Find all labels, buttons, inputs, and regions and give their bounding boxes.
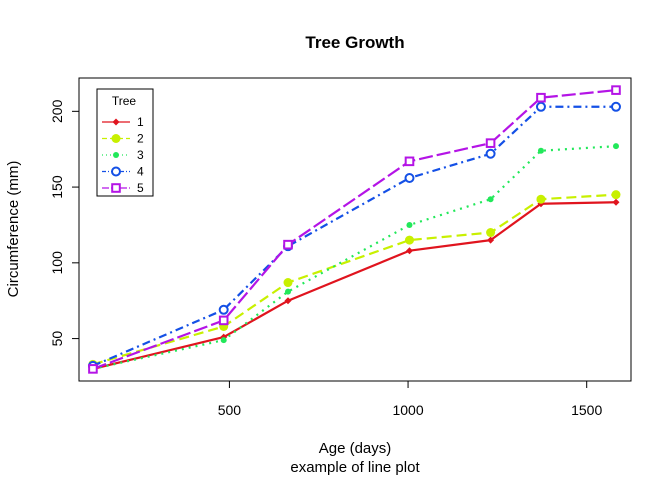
y-tick-label: 200 [49,99,65,123]
legend-marker [111,166,121,177]
data-point [405,247,413,255]
legend-marker [112,118,120,126]
legend-label: 3 [137,148,144,162]
x-tick-label: 500 [218,402,242,418]
series-1 [89,198,620,373]
data-point [612,198,620,206]
data-point [487,196,494,203]
legend-entries: 1 2 3 4 5 [102,115,144,195]
legend-item: 5 [102,181,144,195]
data-point [220,337,227,344]
data-point [284,297,292,305]
data-point [537,147,544,154]
legend-title: Tree [112,94,137,108]
data-point [404,235,414,245]
legend-item: 1 [102,115,144,129]
series-line [92,89,617,370]
y-tick-label: 150 [49,175,65,199]
data-point [285,288,292,295]
legend-marker [111,134,121,143]
data-point [218,315,229,326]
data-point [487,236,495,244]
y-tick-label: 100 [49,251,65,275]
data-point [536,194,546,204]
data-point [283,239,293,250]
legend-marker [113,152,119,158]
data-point [485,138,496,148]
data-point [404,156,415,167]
x-tick-label: 1500 [571,402,602,418]
legend-label: 4 [137,165,144,179]
legend-item: 4 [102,165,144,179]
y-axis-label: Circumference (mm) [5,161,22,298]
data-point [486,228,496,238]
series-line [92,105,616,367]
series-4 [87,101,621,371]
data-point [611,85,621,95]
series-line [92,201,617,370]
y-tick-label: 50 [49,331,65,347]
legend-item: 3 [102,148,144,162]
series-line [92,145,617,370]
data-point [406,221,413,228]
legend-label: 1 [137,115,144,129]
chart-title: Tree Growth [305,33,404,52]
x-axis: 500 1000 1500 [218,380,602,418]
legend-label: 2 [137,132,144,146]
data-point [610,101,621,112]
legend: Tree 1 2 3 4 5 [96,88,154,197]
data-point [536,92,546,103]
data-point [88,364,98,374]
series-5 [88,85,621,374]
series-layer [87,85,621,374]
series-3 [89,143,619,372]
y-axis: 50 100 150 200 [49,99,80,347]
x-axis-sublabel: example of line plot [290,459,420,476]
x-tick-label: 1000 [392,402,423,418]
legend-item: 2 [102,132,144,146]
legend-box [96,88,154,197]
data-point [485,148,496,159]
data-point [611,190,621,200]
legend-marker [111,183,121,193]
data-point [404,172,415,183]
data-point [612,143,619,150]
data-point [283,278,293,288]
data-point [218,304,229,315]
legend-label: 5 [137,181,144,195]
x-axis-label: Age (days) [319,440,392,457]
data-point [535,101,546,112]
